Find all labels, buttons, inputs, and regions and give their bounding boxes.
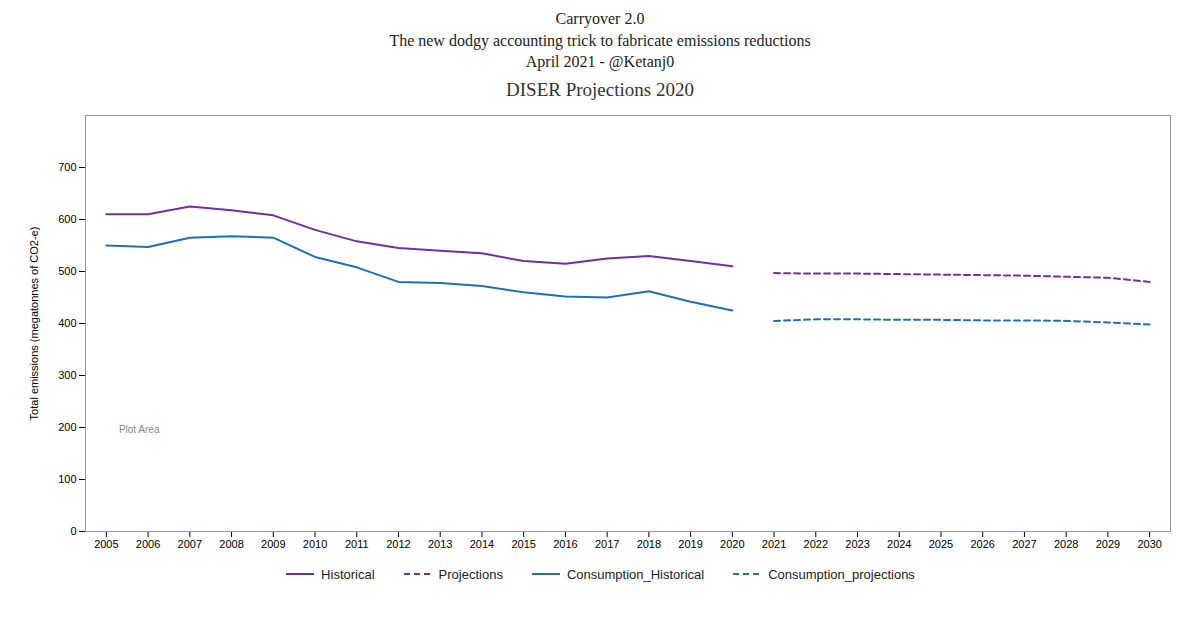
svg-text:2029: 2029 xyxy=(1096,538,1120,550)
svg-text:2024: 2024 xyxy=(887,538,911,550)
svg-text:2007: 2007 xyxy=(178,538,202,550)
svg-text:2025: 2025 xyxy=(929,538,953,550)
html-text:Consumption_Historical: Consumption_Historical xyxy=(566,566,705,582)
svg-text:2030: 2030 xyxy=(1137,538,1161,550)
svg-text:2013: 2013 xyxy=(428,538,452,550)
svg-text:2006: 2006 xyxy=(136,538,160,550)
svg-text:2027: 2027 xyxy=(1012,538,1036,550)
html-text:Historical: Historical xyxy=(321,566,375,582)
svg-text:200: 200 xyxy=(58,421,76,433)
html-text:Carryover 2.0: Carryover 2.0 xyxy=(555,10,645,27)
html-text:Consumption_projections: Consumption_projections xyxy=(768,566,915,582)
svg-text:600: 600 xyxy=(58,213,76,225)
html-text:Projections: Projections xyxy=(438,566,503,582)
svg-text:2026: 2026 xyxy=(970,538,994,550)
svg-text:Plot Area: Plot Area xyxy=(119,424,160,435)
html-text:DISER Projections 2020: DISER Projections 2020 xyxy=(506,78,694,100)
html-text:April 2021 - @Ketanj0: April 2021 - @Ketanj0 xyxy=(525,53,675,71)
svg-text:2028: 2028 xyxy=(1054,538,1078,550)
svg-text:Total emissions (megatonnes of: Total emissions (megatonnes of CO2-e) xyxy=(28,226,40,420)
svg-text:300: 300 xyxy=(58,369,76,381)
svg-text:400: 400 xyxy=(58,317,76,329)
svg-text:100: 100 xyxy=(58,473,76,485)
svg-text:2012: 2012 xyxy=(386,538,410,550)
html-text:The new dodgy accounting trick: The new dodgy accounting trick to fabric… xyxy=(389,31,811,49)
svg-text:2011: 2011 xyxy=(345,538,369,550)
svg-text:2008: 2008 xyxy=(219,538,243,550)
svg-text:2016: 2016 xyxy=(553,538,577,550)
svg-text:2018: 2018 xyxy=(637,538,661,550)
svg-text:2009: 2009 xyxy=(261,538,285,550)
svg-text:2021: 2021 xyxy=(762,538,786,550)
svg-text:2017: 2017 xyxy=(595,538,619,550)
svg-text:700: 700 xyxy=(58,161,76,173)
svg-text:2010: 2010 xyxy=(303,538,327,550)
svg-text:2014: 2014 xyxy=(470,538,494,550)
svg-text:2020: 2020 xyxy=(720,538,744,550)
svg-text:500: 500 xyxy=(58,265,76,277)
svg-text:2019: 2019 xyxy=(678,538,702,550)
svg-text:0: 0 xyxy=(70,525,76,537)
svg-text:2015: 2015 xyxy=(511,538,535,550)
svg-text:2005: 2005 xyxy=(94,538,118,550)
svg-text:2023: 2023 xyxy=(845,538,869,550)
svg-text:2022: 2022 xyxy=(804,538,828,550)
